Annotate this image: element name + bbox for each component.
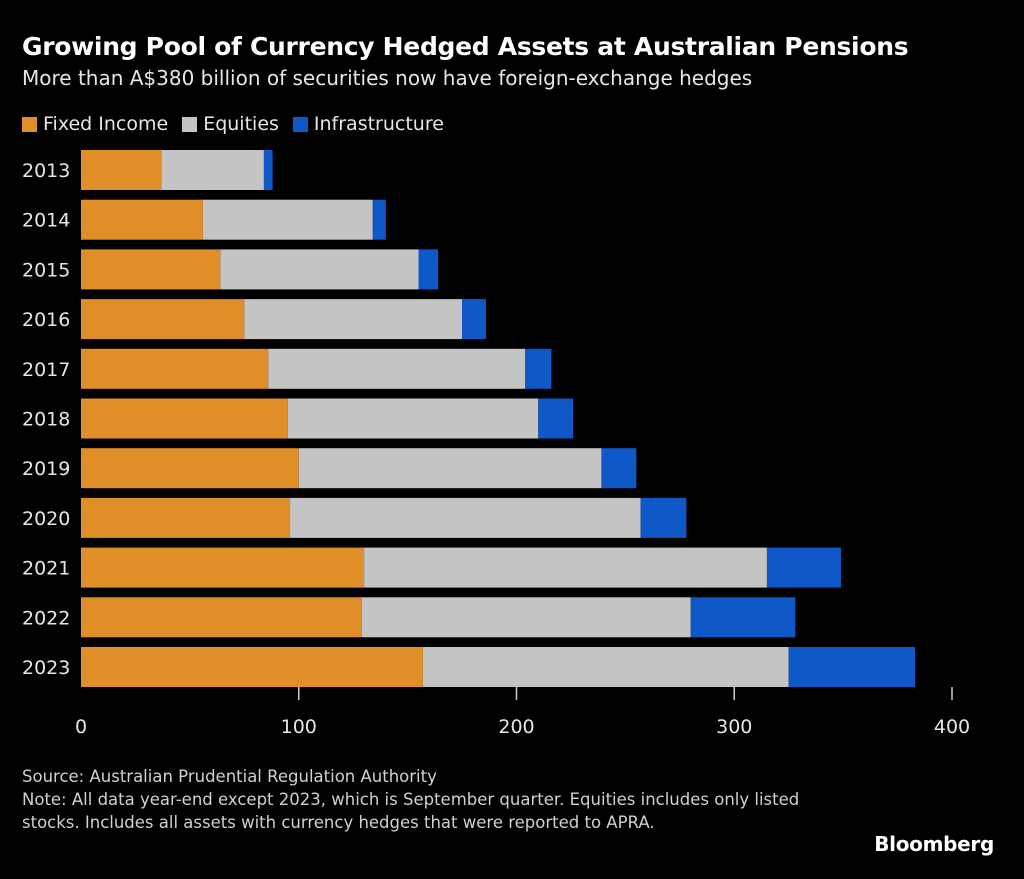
x-tick-label: 300 — [716, 716, 752, 738]
bar-segment-fixed-income — [81, 398, 288, 439]
bar-segment-infrastructure — [372, 199, 386, 240]
bar-segment-infrastructure — [601, 448, 637, 489]
legend-swatch — [22, 116, 37, 132]
category-label: 2016 — [22, 309, 70, 331]
bar-segment-fixed-income — [81, 199, 203, 240]
source-text: Source: Australian Prudential Regulation… — [22, 767, 437, 786]
legend-item: Equities — [182, 113, 279, 135]
category-label: 2022 — [22, 607, 70, 629]
bar-segment-infrastructure — [766, 547, 841, 588]
category-label: 2021 — [22, 558, 70, 580]
x-tick-label: 0 — [75, 716, 87, 738]
bar-segment-fixed-income — [81, 348, 269, 389]
bar-segment-infrastructure — [788, 647, 915, 687]
bar-segment-equities — [268, 348, 526, 389]
legend-label: Fixed Income — [43, 113, 169, 135]
bar-segment-infrastructure — [418, 249, 439, 290]
bar-segment-equities — [422, 647, 789, 687]
x-tick-label: 400 — [934, 716, 970, 738]
chart-subtitle: More than A$380 billion of securities no… — [22, 66, 753, 90]
legend-item: Infrastructure — [292, 113, 444, 135]
note-text: Note: All data year-end except 2023, whi… — [22, 790, 800, 832]
x-tick-label: 100 — [281, 716, 317, 738]
bar-segment-infrastructure — [538, 398, 574, 439]
source-notes: Source: Australian Prudential Regulation… — [22, 765, 822, 834]
bar-segment-infrastructure — [525, 348, 552, 389]
category-label: 2013 — [22, 160, 70, 182]
category-label: 2023 — [22, 657, 70, 679]
bar-segment-fixed-income — [81, 497, 291, 538]
bar-segment-equities — [361, 597, 691, 638]
chart-title: Growing Pool of Currency Hedged Assets a… — [22, 32, 909, 61]
category-label: 2019 — [22, 458, 70, 480]
x-tick-label: 200 — [498, 716, 534, 738]
bar-segment-infrastructure — [462, 299, 487, 340]
bar-segment-fixed-income — [81, 597, 362, 638]
category-label: 2020 — [22, 508, 70, 530]
bar-segment-equities — [290, 497, 641, 538]
bar-segment-fixed-income — [81, 299, 245, 340]
bar-segment-fixed-income — [81, 647, 423, 687]
bar-segment-infrastructure — [690, 597, 796, 638]
bar-segment-infrastructure — [263, 150, 273, 190]
legend-label: Infrastructure — [313, 113, 444, 135]
bar-segment-equities — [244, 299, 463, 340]
bar-segment-equities — [161, 150, 264, 190]
bar-chart: 2013 2014 2015 2016 2017 2018 2019 2020 2021 2022… — [22, 150, 970, 738]
legend-swatch — [292, 116, 308, 132]
bar-segment-equities — [364, 547, 767, 588]
bar-segment-equities — [202, 199, 373, 240]
bar-segment-infrastructure — [640, 497, 687, 538]
category-label: 2018 — [22, 409, 70, 431]
bar-segment-equities — [287, 398, 539, 439]
category-label: 2017 — [22, 359, 70, 381]
category-label: 2014 — [22, 210, 70, 232]
bar-segment-equities — [298, 448, 602, 489]
bloomberg-logo: Bloomberg — [874, 832, 994, 856]
legend-swatch — [182, 116, 198, 132]
bar-segment-fixed-income — [81, 249, 221, 290]
bar-segment-equities — [220, 249, 419, 290]
bar-segment-fixed-income — [81, 448, 299, 489]
legend-item: Fixed Income — [22, 113, 168, 135]
bar-segment-fixed-income — [81, 547, 365, 588]
legend: Fixed Income Equities Infrastructure — [22, 113, 444, 135]
category-label: 2015 — [22, 259, 70, 281]
legend-label: Equities — [203, 113, 279, 135]
bar-segment-fixed-income — [81, 150, 162, 190]
